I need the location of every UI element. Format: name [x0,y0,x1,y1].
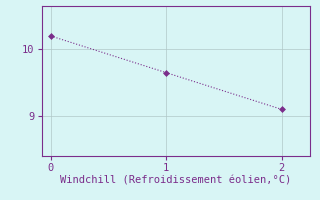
X-axis label: Windchill (Refroidissement éolien,°C): Windchill (Refroidissement éolien,°C) [60,176,292,186]
